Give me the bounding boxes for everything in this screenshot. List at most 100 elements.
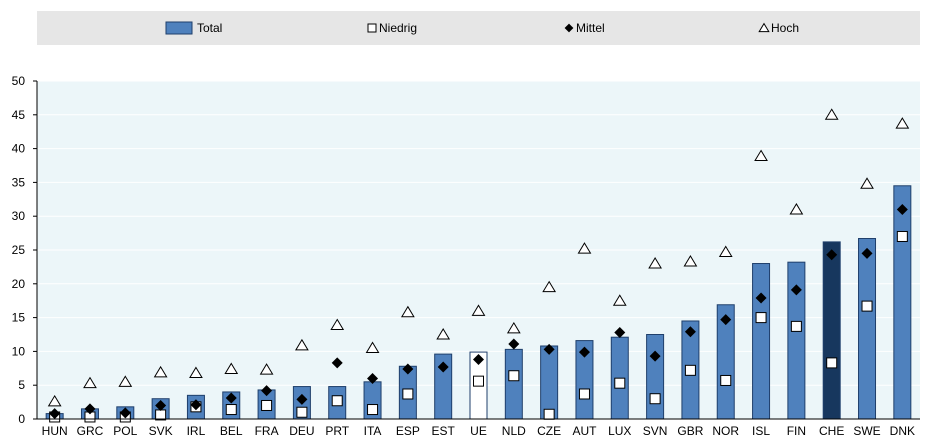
y-tick-label: 45 [12,108,26,122]
marker-hoch-irl [189,366,203,379]
marker-hoch-nld [506,321,521,334]
legend-label-niedrig: Niedrig [379,21,417,35]
marker-mittel-swe [861,247,873,259]
marker-hoch-bel [224,362,239,374]
legend-item-total: Total [165,21,222,35]
y-tick-label: 25 [12,243,26,257]
marker-mittel-gbr [684,326,696,338]
series-hoch [47,108,910,407]
marker-niedrig-svk [155,409,167,421]
x-tick-label-nld: NLD [502,424,526,438]
marker-hoch-svk [153,365,168,378]
marker-hoch-swe [860,177,874,189]
x-tick-label-irl: IRL [187,424,206,438]
marker-niedrig-che [826,357,838,369]
legend-swatch-hoch [758,22,770,33]
marker-mittel-grc [84,403,96,415]
x-tick-label-esp: ESP [396,424,420,438]
legend: Total Niedrig Mittel Hoch [37,11,920,45]
marker-niedrig-svn [649,393,661,405]
x-tick-label-deu: DEU [289,424,314,438]
marker-hoch-nor [718,245,733,258]
marker-hoch-deu [295,338,309,351]
marker-hoch-est [436,328,451,340]
marker-niedrig-fin [790,320,802,332]
marker-hoch-dnk [895,117,910,129]
bar-dnk [893,185,912,420]
y-tick-label: 50 [12,74,26,88]
x-tick-label-dnk: DNK [890,424,915,438]
marker-mittel-fra [261,385,273,397]
y-tick-label: 40 [12,142,26,156]
marker-mittel-che [826,249,838,261]
x-tick-label-ita: ITA [364,424,382,438]
marker-hoch-hun [47,394,62,407]
marker-niedrig-bel [225,404,237,416]
y-tick-label: 10 [12,344,26,358]
marker-niedrig-nor [720,374,732,386]
legend-swatch-mittel [564,23,574,33]
x-tick-label-prt: PRT [325,424,349,438]
marker-niedrig-swe [861,300,873,312]
legend-item-hoch: Hoch [758,21,799,35]
x-tick-label-aut: AUT [572,424,597,438]
marker-niedrig-ue [473,375,484,387]
legend-label-hoch: Hoch [771,21,799,35]
x-tick-label-cze: CZE [537,424,561,438]
marker-niedrig-esp [402,388,414,400]
marker-mittel-fin [790,284,802,296]
marker-mittel-est [437,361,449,373]
x-tick-label-ue: UE [470,424,487,438]
marker-hoch-gbr [683,255,698,267]
marker-mittel-lux [614,326,626,338]
x-tick-label-swe: SWE [853,424,880,438]
x-tick-label-gbr: GBR [677,424,703,438]
marker-hoch-che [824,108,839,120]
marker-mittel-bel [225,392,237,404]
bar-cze [540,345,559,420]
marker-niedrig-fra [261,399,273,411]
y-tick-label: 35 [12,175,26,189]
x-tick-label-che: CHE [819,424,844,438]
marker-hoch-grc [83,376,97,389]
marker-mittel-ita [367,372,379,384]
marker-mittel-deu [296,393,308,405]
marker-niedrig-nld [508,370,520,382]
legend-item-mittel: Mittel [564,21,605,35]
x-tick-label-est: EST [432,424,456,438]
bar-che [822,241,841,420]
marker-mittel-svn [649,350,661,362]
marker-mittel-nld [508,338,520,350]
marker-hoch-esp [400,305,415,318]
marker-mittel-hun [49,408,61,420]
marker-niedrig-deu [296,406,308,418]
legend-swatch-niedrig [367,23,377,33]
y-tick-label: 15 [12,311,26,325]
marker-hoch-fra [259,363,274,375]
marker-niedrig-gbr [684,364,696,376]
marker-mittel-prt [331,357,343,369]
legend-item-niedrig: Niedrig [367,21,417,35]
legend-label-total: Total [197,21,222,35]
x-tick-label-bel: BEL [220,424,243,438]
marker-hoch-prt [330,318,345,331]
legend-label-mittel: Mittel [576,21,605,35]
y-tick-label: 5 [18,378,25,392]
marker-niedrig-dnk [896,230,908,242]
marker-hoch-ue [471,304,486,316]
marker-niedrig-prt [331,395,343,407]
marker-mittel-pol [119,407,131,419]
bar-swe [858,238,877,420]
marker-mittel-aut [578,346,590,358]
marker-niedrig-lux [614,377,626,389]
marker-mittel-dnk [896,203,908,215]
marker-hoch-ita [365,341,380,354]
marker-niedrig-cze [543,408,555,420]
legend-swatch-total [165,21,193,35]
bar-nld [504,348,523,420]
marker-mittel-cze [543,343,555,355]
marker-hoch-isl [754,149,768,162]
x-tick-label-nor: NOR [712,424,739,438]
